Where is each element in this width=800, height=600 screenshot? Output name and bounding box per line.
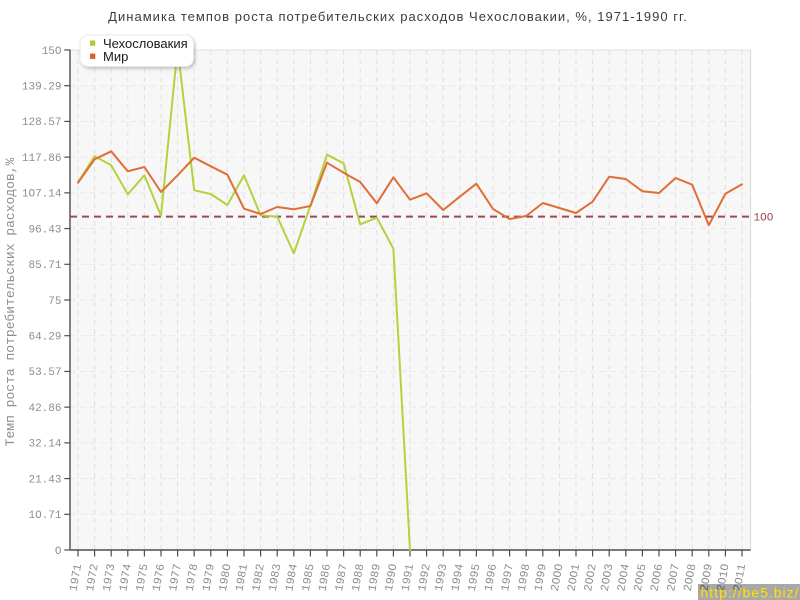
svg-text:198O: 198O bbox=[217, 563, 235, 593]
svg-text:1986: 1986 bbox=[317, 563, 335, 593]
svg-text:1992: 1992 bbox=[416, 563, 434, 593]
svg-text:1973: 1973 bbox=[101, 563, 119, 593]
svg-text:2OO6: 2OO6 bbox=[649, 563, 667, 593]
svg-text:http://be5.biz/: http://be5.biz/ bbox=[701, 585, 800, 600]
svg-text:139.29: 139.29 bbox=[22, 82, 62, 94]
svg-text:1996: 1996 bbox=[483, 563, 501, 593]
svg-text:117.86: 117.86 bbox=[22, 153, 62, 165]
svg-text:2OOO: 2OOO bbox=[549, 563, 567, 593]
svg-text:21.43: 21.43 bbox=[28, 474, 61, 486]
svg-text:1981: 1981 bbox=[234, 563, 252, 593]
svg-text:2OO9: 2OO9 bbox=[698, 563, 716, 593]
svg-text:1982: 1982 bbox=[250, 563, 268, 593]
svg-text:1998: 1998 bbox=[516, 563, 534, 593]
svg-text:1O7.14: 1O7.14 bbox=[22, 189, 62, 201]
svg-text:2OO2: 2OO2 bbox=[582, 563, 600, 593]
svg-text:1999: 1999 bbox=[532, 563, 550, 593]
svg-text:1974: 1974 bbox=[117, 563, 135, 593]
svg-text:2OO3: 2OO3 bbox=[599, 563, 617, 593]
svg-text:Мир: Мир bbox=[103, 49, 128, 64]
svg-text:Чехословакия: Чехословакия bbox=[103, 36, 188, 51]
svg-text:199O: 199O bbox=[383, 563, 401, 593]
svg-text:42.86: 42.86 bbox=[28, 403, 61, 415]
svg-text:1971: 1971 bbox=[68, 563, 86, 593]
svg-text:1988: 1988 bbox=[350, 563, 368, 593]
svg-text:1987: 1987 bbox=[333, 563, 351, 592]
svg-text:1997: 1997 bbox=[499, 563, 517, 592]
svg-text:Темп роста потребительских рас: Темп роста потребительских расходов,% bbox=[3, 157, 18, 446]
svg-text:1OO: 1OO bbox=[754, 213, 774, 225]
svg-text:53.57: 53.57 bbox=[28, 367, 61, 379]
svg-text:64.29: 64.29 bbox=[28, 332, 61, 344]
svg-text:75: 75 bbox=[48, 296, 61, 308]
svg-text:2OO8: 2OO8 bbox=[682, 563, 700, 593]
svg-text:1994: 1994 bbox=[449, 563, 467, 593]
svg-text:32.14: 32.14 bbox=[28, 439, 61, 451]
svg-text:128.57: 128.57 bbox=[22, 117, 62, 129]
svg-text:15O: 15O bbox=[42, 46, 62, 58]
svg-text:1983: 1983 bbox=[267, 563, 285, 593]
svg-text:1984: 1984 bbox=[283, 563, 301, 593]
svg-text:1989: 1989 bbox=[366, 563, 384, 593]
svg-text:2OO4: 2OO4 bbox=[615, 563, 633, 593]
svg-text:1976: 1976 bbox=[151, 563, 169, 593]
svg-text:1979: 1979 bbox=[200, 563, 218, 593]
svg-text:2OO1: 2OO1 bbox=[566, 563, 584, 593]
svg-text:1978: 1978 bbox=[184, 563, 202, 593]
svg-text:1995: 1995 bbox=[466, 563, 484, 593]
svg-text:96.43: 96.43 bbox=[28, 224, 61, 236]
svg-text:1O.71: 1O.71 bbox=[28, 510, 61, 522]
svg-text:2O1O: 2O1O bbox=[715, 563, 733, 593]
svg-text:1977: 1977 bbox=[167, 563, 185, 592]
svg-text:2OO5: 2OO5 bbox=[632, 563, 650, 593]
svg-text:1975: 1975 bbox=[134, 563, 152, 593]
svg-text:1972: 1972 bbox=[84, 563, 102, 593]
svg-text:Динамика темпов роста потребит: Динамика темпов роста потребительских ра… bbox=[108, 9, 688, 24]
svg-text:1993: 1993 bbox=[433, 563, 451, 593]
svg-text:1985: 1985 bbox=[300, 563, 318, 593]
svg-text:85.71: 85.71 bbox=[28, 260, 61, 272]
svg-text:1991: 1991 bbox=[400, 563, 418, 593]
svg-text:O: O bbox=[55, 546, 62, 558]
svg-text:2OO7: 2OO7 bbox=[665, 563, 683, 592]
svg-text:2O11: 2O11 bbox=[732, 563, 750, 593]
